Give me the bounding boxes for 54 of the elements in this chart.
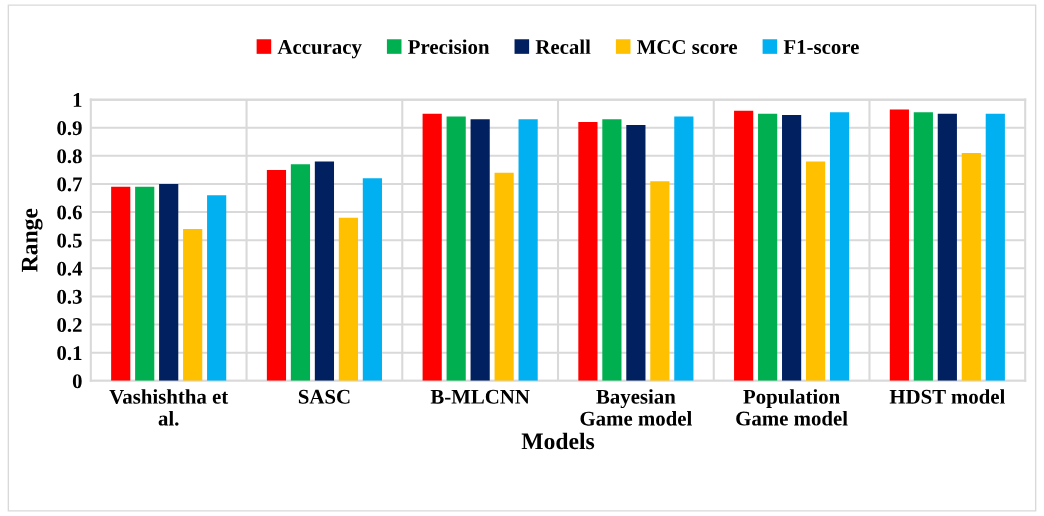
bar (782, 115, 802, 381)
bar (266, 169, 287, 381)
legend-label: MCC score (637, 40, 738, 55)
legend-label: Accuracy (277, 40, 362, 59)
bar (674, 116, 694, 381)
bar (494, 172, 514, 381)
y-tick-label: 0.4 (57, 261, 83, 276)
x-tick-label: HDST model (889, 389, 1005, 404)
bar (602, 119, 622, 381)
bar (207, 195, 227, 381)
y-tick-label: 0.6 (57, 205, 82, 220)
x-tick-label: B-MLCNN (430, 389, 530, 404)
x-tick-label: Bayesian Game model (580, 389, 692, 426)
bar (913, 112, 933, 381)
bar (135, 186, 155, 381)
bar (290, 164, 311, 381)
y-tick-label: 0.3 (57, 289, 82, 304)
bar (446, 116, 466, 381)
bar (111, 186, 131, 381)
bar (734, 110, 754, 381)
bar (626, 124, 646, 381)
y-tick-label: 0 (72, 374, 82, 389)
bar (650, 181, 670, 381)
bar (829, 112, 850, 381)
y-axis-title: Range (21, 208, 43, 272)
y-tick-label: 0.2 (57, 317, 82, 333)
bar (183, 228, 203, 381)
legend-label: Precision (408, 39, 490, 55)
bar (159, 183, 179, 381)
bar (937, 113, 957, 381)
bar (806, 161, 826, 381)
x-tick-label: SASC (298, 389, 350, 404)
x-tick-label: Vashishtha et al. (109, 389, 229, 426)
bar (758, 113, 778, 381)
x-axis-title: Models (521, 432, 595, 450)
bar (338, 217, 358, 381)
bar (362, 178, 382, 381)
bar (578, 122, 598, 381)
legend-label: Recall (535, 39, 591, 55)
bar (422, 113, 442, 381)
legend-label: F1-score (783, 40, 859, 55)
y-tick-label: 1 (73, 93, 82, 107)
bar (985, 113, 1005, 381)
x-tick-label: Population Game model (736, 389, 848, 426)
bar (961, 153, 981, 381)
bar (470, 119, 490, 381)
bar (518, 119, 538, 381)
bar (889, 109, 909, 381)
y-tick-label: 0.7 (57, 177, 82, 192)
bar (314, 161, 335, 381)
y-tick-label: 0.9 (57, 121, 82, 136)
y-tick-label: 0.8 (57, 149, 82, 164)
y-tick-label: 0.5 (57, 233, 82, 248)
y-tick-label: 0.1 (57, 346, 82, 361)
